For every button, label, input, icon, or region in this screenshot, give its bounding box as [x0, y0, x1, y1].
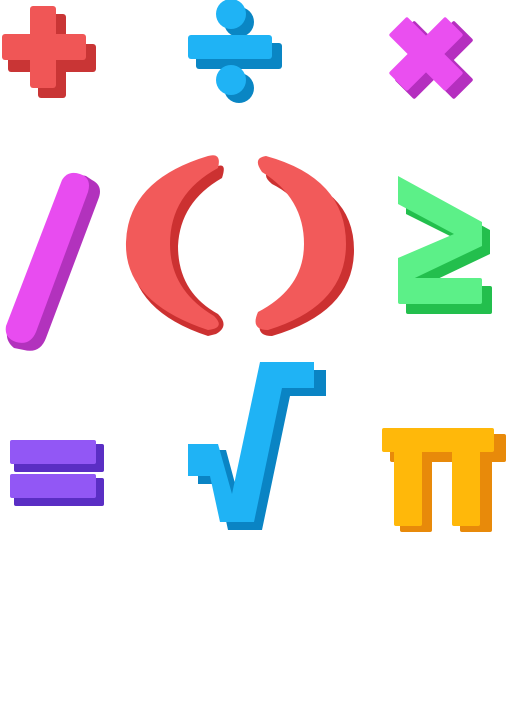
greater-equal-icon	[398, 176, 492, 314]
multiply-icon	[389, 17, 473, 99]
parentheses-icon	[125, 155, 354, 336]
pi-icon	[382, 428, 506, 532]
plus-icon	[2, 6, 96, 98]
square-root-icon	[188, 362, 326, 530]
slash-icon	[5, 172, 101, 351]
equals-icon	[10, 440, 104, 506]
divide-icon	[188, 0, 282, 103]
